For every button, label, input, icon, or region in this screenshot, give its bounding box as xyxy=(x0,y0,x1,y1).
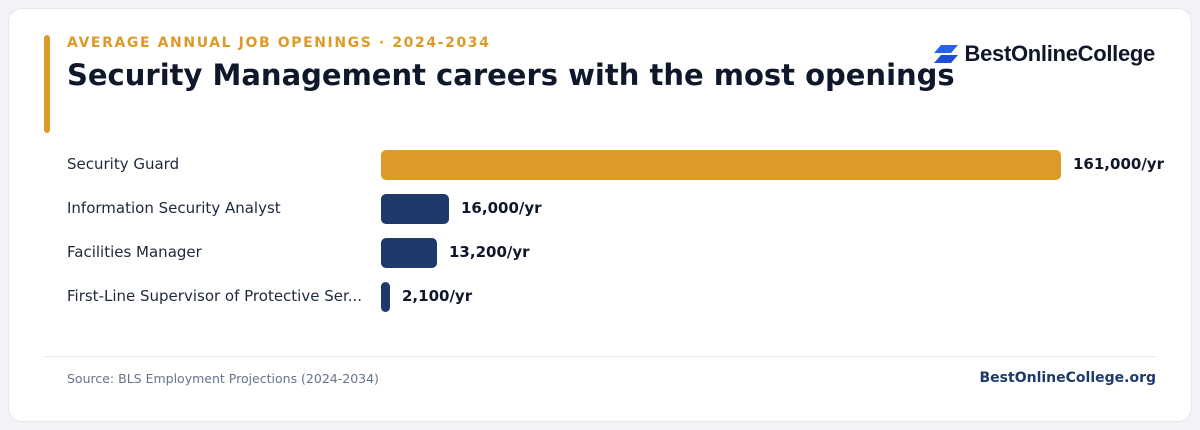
bar xyxy=(381,238,437,268)
chart-subtitle: AVERAGE ANNUAL JOB OPENINGS · 2024-2034 xyxy=(67,35,491,51)
stacked-parallelogram-logo-icon xyxy=(933,45,958,63)
bar-value-label: 16,000/yr xyxy=(461,199,542,217)
bar-category-label: First-Line Supervisor of Protective Ser.… xyxy=(67,287,363,305)
bar-value-label: 13,200/yr xyxy=(449,243,530,261)
bar xyxy=(381,282,390,312)
bar-category-label: Facilities Manager xyxy=(67,243,202,261)
bar-value-label: 2,100/yr xyxy=(402,287,473,305)
bar-row: Facilities Manager 13,200/yr xyxy=(9,238,1193,268)
bar-category-label: Security Guard xyxy=(67,155,180,173)
bar-row: Security Guard 161,000/yr xyxy=(9,150,1193,180)
accent-bar xyxy=(44,35,50,133)
brand-logo[interactable]: BestOnlineCollege xyxy=(933,41,1156,67)
footer-brand-link[interactable]: BestOnlineCollege.org xyxy=(979,370,1156,386)
footer-divider xyxy=(44,356,1156,357)
chart-title: Security Management careers with the mos… xyxy=(67,58,955,92)
bar xyxy=(381,194,449,224)
bar xyxy=(381,150,1061,180)
source-note: Source: BLS Employment Projections (2024… xyxy=(67,371,379,386)
bar-value-label: 161,000/yr xyxy=(1073,155,1164,173)
chart-card: AVERAGE ANNUAL JOB OPENINGS · 2024-2034 … xyxy=(8,8,1192,422)
bar-category-label: Information Security Analyst xyxy=(67,199,281,217)
brand-logo-text: BestOnlineCollege xyxy=(964,41,1156,66)
bar-row: Information Security Analyst 16,000/yr xyxy=(9,194,1193,224)
bar-row: First-Line Supervisor of Protective Ser.… xyxy=(9,282,1193,312)
